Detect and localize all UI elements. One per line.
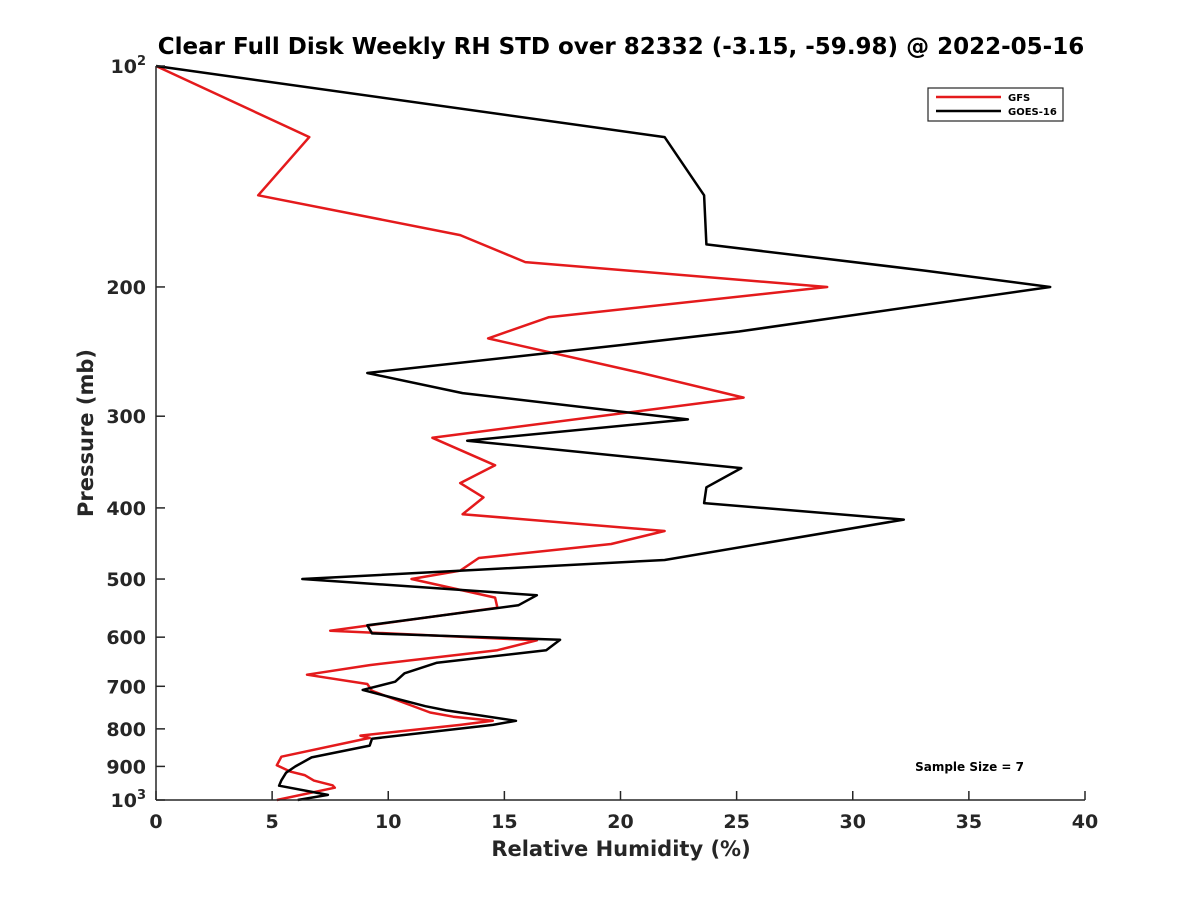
legend-label-gfs: GFS xyxy=(1008,93,1030,104)
y-tick-label: 102 xyxy=(111,54,147,78)
y-axis-ticks: 102 200 300 400 500 600 700 800 900 103 xyxy=(106,54,165,812)
legend-label-goes16: GOES-16 xyxy=(1008,107,1057,118)
x-tick-label: 20 xyxy=(607,811,633,833)
y-tick-label: 400 xyxy=(106,498,146,520)
sample-size-annotation: Sample Size = 7 xyxy=(915,760,1024,774)
x-axis-ticks: 0 5 10 15 20 25 30 35 40 xyxy=(149,791,1098,833)
x-tick-label: 10 xyxy=(375,811,401,833)
x-tick-label: 35 xyxy=(956,811,982,833)
x-tick-label: 40 xyxy=(1072,811,1098,833)
x-axis-label: Relative Humidity (%) xyxy=(491,837,750,861)
y-tick-label: 900 xyxy=(106,756,146,778)
legend: GFS GOES-16 xyxy=(927,87,1064,122)
y-tick-label: 600 xyxy=(106,627,146,649)
x-tick-label: 30 xyxy=(840,811,866,833)
series-line-goes16 xyxy=(155,64,1052,802)
legend-box xyxy=(927,87,1064,122)
x-tick-label: 0 xyxy=(149,811,162,833)
series-layer xyxy=(155,64,1052,802)
y-tick-label: 200 xyxy=(106,277,146,299)
y-tick-label: 300 xyxy=(106,406,146,428)
y-tick-label: 500 xyxy=(106,569,146,591)
y-tick-label: 103 xyxy=(111,788,147,812)
y-axis-label: Pressure (mb) xyxy=(74,349,98,517)
y-tick-label: 700 xyxy=(106,676,146,698)
x-tick-label: 25 xyxy=(723,811,749,833)
x-tick-label: 5 xyxy=(266,811,279,833)
x-tick-label: 15 xyxy=(491,811,517,833)
y-tick-label: 800 xyxy=(106,719,146,741)
chart-title: Clear Full Disk Weekly RH STD over 82332… xyxy=(158,34,1084,60)
